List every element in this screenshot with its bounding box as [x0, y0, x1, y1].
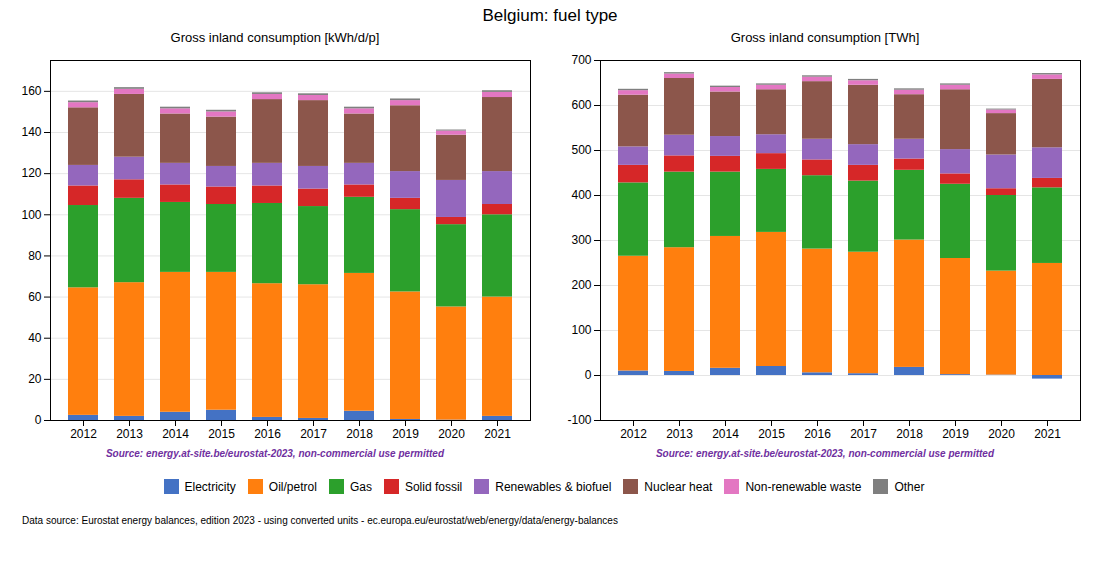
- html-text:Other: Other: [894, 479, 925, 494]
- svg-text:2017: 2017: [300, 427, 327, 441]
- html-text:Non-renewable waste: Non-renewable waste: [745, 479, 862, 494]
- html-text:Oil/petrol: Oil/petrol: [268, 479, 317, 494]
- svg-text:160: 160: [21, 84, 41, 98]
- svg-text:500: 500: [571, 143, 591, 157]
- svg-text:2015: 2015: [208, 427, 235, 441]
- html-text:Nuclear heat: Nuclear heat: [644, 479, 713, 494]
- svg-text:20: 20: [28, 372, 42, 386]
- html-text:Data source: Eurostat energy b: Data source: Eurostat energy balances, e…: [22, 515, 618, 526]
- svg-text:2016: 2016: [804, 427, 831, 441]
- html-text:Renewables & biofuel: Renewables & biofuel: [495, 479, 612, 494]
- svg-text:2018: 2018: [896, 427, 923, 441]
- svg-text:100: 100: [571, 323, 591, 337]
- svg-text:700: 700: [571, 53, 591, 67]
- svg-text:300: 300: [571, 233, 591, 247]
- svg-text:80: 80: [28, 249, 42, 263]
- svg-text:40: 40: [28, 331, 42, 345]
- html-text:Belgium: fuel type: Belgium: fuel type: [482, 6, 618, 25]
- svg-text:200: 200: [571, 278, 591, 292]
- html-text:Gas: Gas: [349, 479, 372, 494]
- html-text:Electricity: Electricity: [184, 479, 236, 494]
- html-text:Solid fossil: Solid fossil: [404, 479, 463, 494]
- svg-text:2018: 2018: [346, 427, 373, 441]
- svg-text:600: 600: [571, 98, 591, 112]
- svg-text:2015: 2015: [758, 427, 785, 441]
- svg-text:2021: 2021: [484, 427, 511, 441]
- html-text:Source: energy.at-site.be/euro: Source: energy.at-site.be/eurostat-2023,…: [106, 448, 444, 459]
- svg-text:2013: 2013: [116, 427, 143, 441]
- html-text:Source: energy.at-site.be/euro: Source: energy.at-site.be/eurostat-2023,…: [656, 448, 994, 459]
- svg-text:0: 0: [585, 368, 592, 382]
- svg-text:-100: -100: [567, 413, 591, 427]
- svg-text:2017: 2017: [850, 427, 877, 441]
- svg-text:2016: 2016: [254, 427, 281, 441]
- svg-text:2020: 2020: [988, 427, 1015, 441]
- svg-text:2014: 2014: [162, 427, 189, 441]
- svg-text:0: 0: [35, 413, 42, 427]
- html-text:Gross inland consumption [TWh]: Gross inland consumption [TWh]: [730, 30, 920, 45]
- svg-text:100: 100: [21, 208, 41, 222]
- svg-text:2021: 2021: [1034, 427, 1061, 441]
- svg-text:2014: 2014: [712, 427, 739, 441]
- svg-text:120: 120: [21, 166, 41, 180]
- svg-text:2019: 2019: [942, 427, 969, 441]
- svg-text:140: 140: [21, 125, 41, 139]
- svg-text:60: 60: [28, 290, 42, 304]
- svg-text:2012: 2012: [70, 427, 97, 441]
- svg-text:400: 400: [571, 188, 591, 202]
- svg-text:2020: 2020: [438, 427, 465, 441]
- svg-text:2019: 2019: [392, 427, 419, 441]
- svg-text:2013: 2013: [666, 427, 693, 441]
- html-text:Gross inland consumption [kWh/: Gross inland consumption [kWh/d/p]: [170, 30, 380, 45]
- svg-text:2012: 2012: [620, 427, 647, 441]
